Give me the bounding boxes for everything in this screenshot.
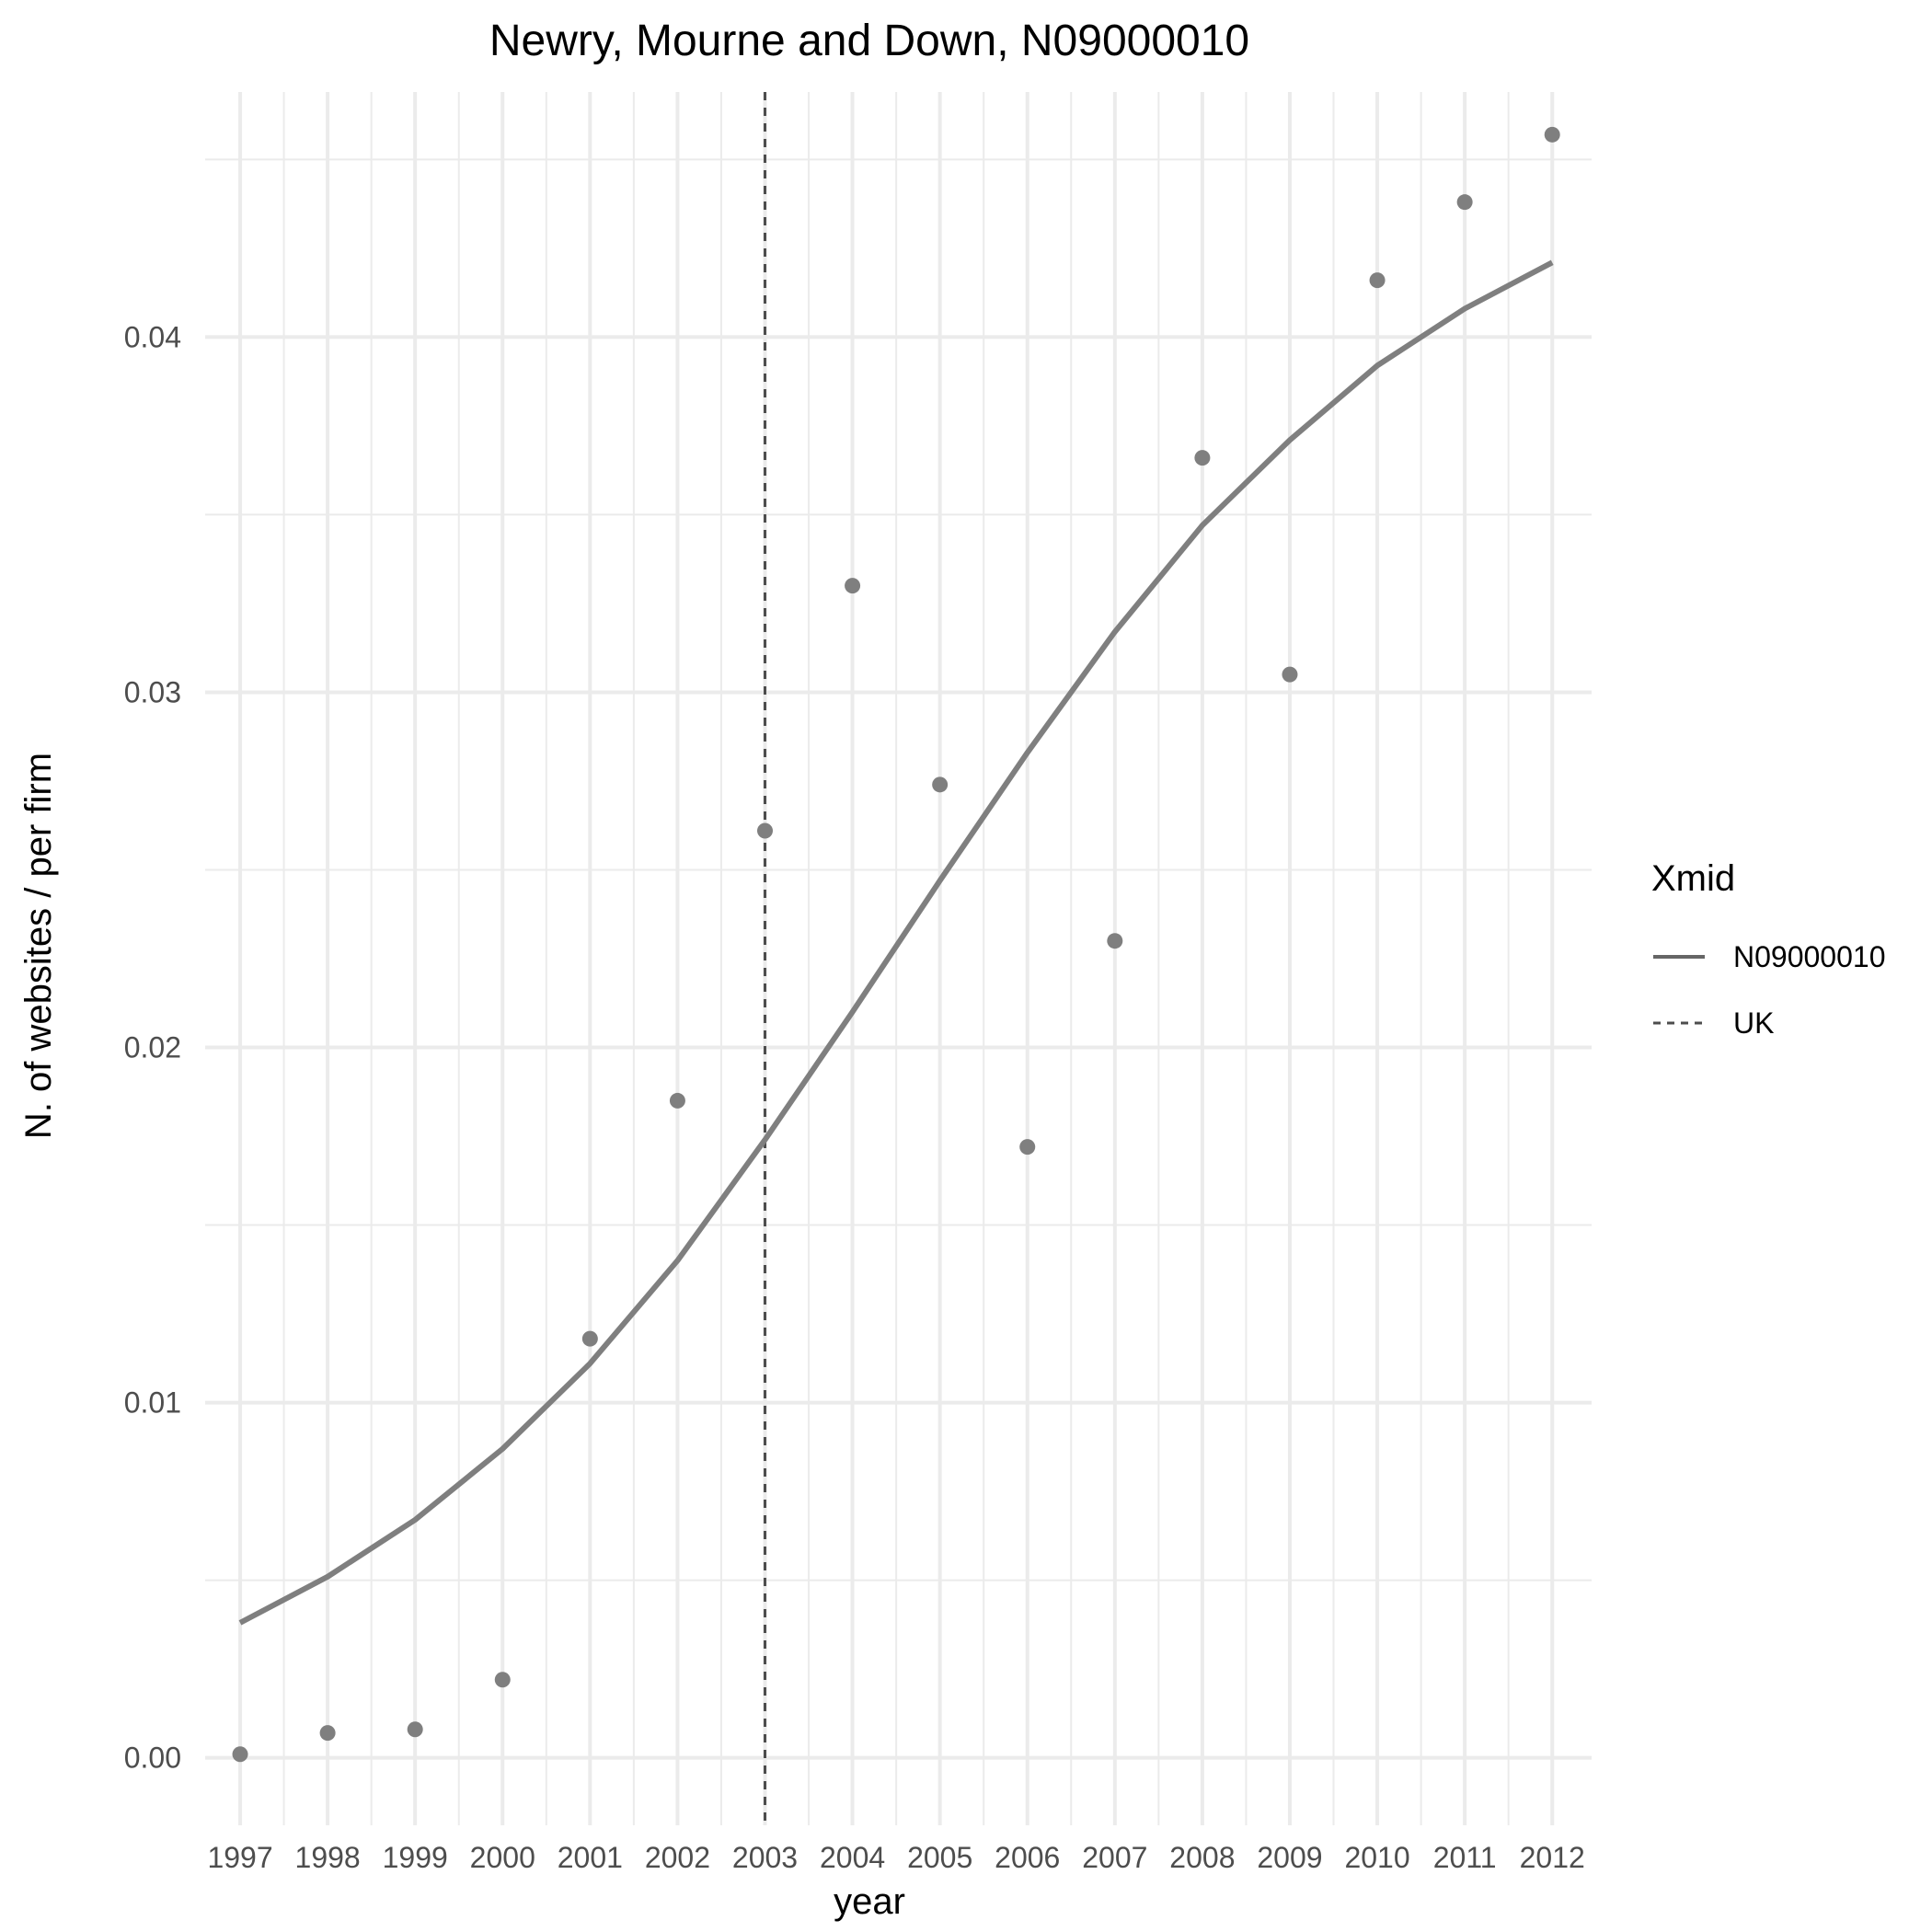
- grid-major: [205, 92, 1592, 1825]
- x-tick-labels: 1997 1998 1999 2000 2001 2002 2003 2004 2005 2006…: [207, 1841, 1584, 1874]
- data-point-2000: [494, 1672, 511, 1688]
- y-tick-label: 0.02: [124, 1031, 181, 1064]
- data-point-2001: [581, 1330, 598, 1347]
- x-tick-label-2005: 2005: [907, 1841, 972, 1874]
- x-tick-label-2010: 2010: [1344, 1841, 1409, 1874]
- x-tick-label-2009: 2009: [1257, 1841, 1322, 1874]
- x-tick-label-2000: 2000: [470, 1841, 535, 1874]
- y-tick-labels: 0.00 0.01 0.02 0.03 0.04: [124, 320, 181, 1774]
- x-tick-label-2003: 2003: [732, 1841, 798, 1874]
- data-point-2012: [1544, 126, 1560, 143]
- grid-minor: [205, 92, 1592, 1825]
- x-tick-label-2004: 2004: [820, 1841, 885, 1874]
- data-points: [232, 126, 1560, 1763]
- y-tick-label: 0.03: [124, 675, 181, 708]
- x-tick-label-2012: 2012: [1520, 1841, 1585, 1874]
- legend-title: Xmid: [1651, 858, 1735, 899]
- chart-title: Newry, Mourne and Down, N09000010: [489, 17, 1249, 65]
- series-lines: [238, 259, 1554, 1626]
- x-axis-title: year: [834, 1881, 905, 1922]
- x-tick-label-2006: 2006: [995, 1841, 1060, 1874]
- x-tick-label-2002: 2002: [645, 1841, 710, 1874]
- data-point-1998: [319, 1725, 336, 1742]
- x-tick-label-2001: 2001: [558, 1841, 623, 1874]
- data-point-1997: [232, 1746, 248, 1763]
- y-axis-title: N. of websites / per firm: [18, 753, 59, 1139]
- data-point-2003: [757, 822, 774, 839]
- x-tick-label-1999: 1999: [383, 1841, 448, 1874]
- x-tick-label-1998: 1998: [295, 1841, 361, 1874]
- data-point-2011: [1456, 194, 1473, 211]
- x-tick-label-2008: 2008: [1169, 1841, 1235, 1874]
- legend: Xmid N09000010 UK: [1651, 858, 1885, 1040]
- x-tick-label-2011: 2011: [1433, 1841, 1497, 1874]
- data-point-2009: [1282, 666, 1298, 683]
- data-point-2008: [1194, 450, 1211, 466]
- data-point-2010: [1369, 272, 1386, 289]
- legend-label-n09000010: N09000010: [1733, 940, 1885, 973]
- data-point-2002: [669, 1092, 685, 1109]
- data-point-1999: [407, 1721, 423, 1738]
- y-tick-label: 0.00: [124, 1742, 181, 1775]
- x-tick-label-1997: 1997: [207, 1841, 272, 1874]
- data-point-2007: [1107, 933, 1123, 949]
- x-tick-label-2007: 2007: [1082, 1841, 1147, 1874]
- data-point-2005: [932, 776, 949, 793]
- y-tick-label: 0.04: [124, 320, 181, 353]
- series-line-n09000010: [238, 259, 1554, 1626]
- data-point-2004: [845, 578, 861, 594]
- legend-label-uk: UK: [1733, 1006, 1774, 1040]
- y-tick-label: 0.01: [124, 1386, 181, 1420]
- data-point-2006: [1019, 1139, 1036, 1156]
